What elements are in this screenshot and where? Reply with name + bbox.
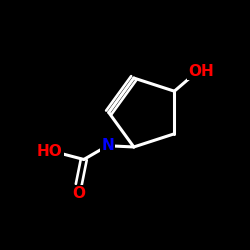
Text: HO: HO [37,144,62,160]
Text: O: O [72,186,85,201]
Text: N: N [101,138,114,153]
Text: OH: OH [188,64,214,79]
